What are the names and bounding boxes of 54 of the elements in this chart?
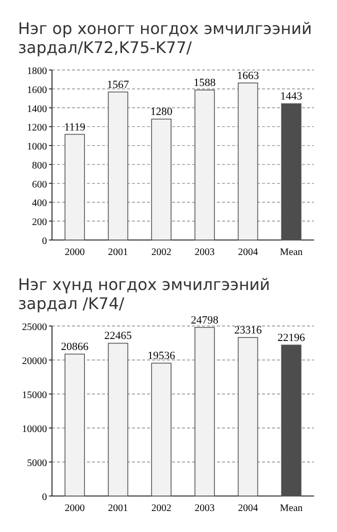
- x-tick-label: 2004: [238, 503, 258, 514]
- bar: [238, 82, 258, 240]
- y-tick-label: 1400: [27, 104, 47, 115]
- x-tick-label: Mean: [280, 503, 303, 514]
- x-tick-label: 2004: [238, 247, 258, 258]
- bar: [281, 344, 302, 496]
- data-label: 1443: [280, 90, 303, 103]
- x-tick-label: 2001: [108, 503, 128, 514]
- y-tick-label: 600: [32, 179, 47, 190]
- bar: [194, 90, 215, 240]
- bar: [151, 118, 172, 240]
- x-tick-label: Mean: [280, 247, 303, 258]
- data-label: 19536: [148, 350, 176, 362]
- y-tick-label: 1200: [27, 122, 47, 134]
- y-tick-label: 1800: [27, 66, 47, 77]
- x-tick-label: 2001: [108, 247, 128, 258]
- data-label: 1567: [107, 79, 130, 92]
- bar: [238, 337, 258, 496]
- bar: [151, 362, 172, 496]
- y-tick-label: 1000: [27, 142, 47, 153]
- y-tick-label: 400: [32, 198, 47, 210]
- chart-title: Нэг ор хоногт ногдох эмчилгээний зардал/K72,K75-K77/: [18, 19, 312, 57]
- bar: [281, 103, 302, 240]
- x-tick-label: 2000: [64, 503, 85, 514]
- y-tick-label: 20000: [22, 356, 47, 367]
- bar: [108, 92, 128, 240]
- data-label: 1663: [236, 70, 260, 82]
- data-label: 1280: [150, 106, 173, 118]
- y-tick-label: 0: [42, 236, 47, 247]
- x-tick-label: 2000: [64, 247, 85, 258]
- chart-title: Нэг хүнд ногдох эмчилгээний зардал /K74/: [18, 275, 270, 313]
- bar: [64, 354, 85, 496]
- y-tick-label: 200: [32, 217, 47, 228]
- data-label: 22196: [278, 332, 306, 344]
- x-tick-label: 2002: [151, 247, 172, 258]
- data-label: 22465: [104, 330, 132, 342]
- x-tick-label: 2002: [151, 503, 172, 514]
- y-tick-label: 0: [42, 492, 47, 503]
- y-tick-label: 5000: [27, 458, 47, 469]
- data-label: 1588: [194, 77, 216, 90]
- bar: [64, 134, 85, 240]
- y-tick-label: 1600: [27, 84, 47, 96]
- y-tick-label: 25000: [22, 322, 47, 333]
- y-tick-label: 15000: [22, 390, 47, 401]
- bar: [108, 342, 128, 496]
- data-label: 23316: [234, 324, 262, 336]
- y-tick-label: 800: [32, 160, 47, 172]
- bar: [194, 326, 215, 496]
- y-tick-label: 10000: [22, 424, 47, 435]
- x-tick-label: 2003: [194, 503, 215, 514]
- x-tick-label: 2003: [194, 247, 215, 258]
- data-label: 20866: [60, 341, 89, 354]
- data-label: 24798: [190, 314, 219, 326]
- data-label: 1119: [64, 121, 86, 134]
